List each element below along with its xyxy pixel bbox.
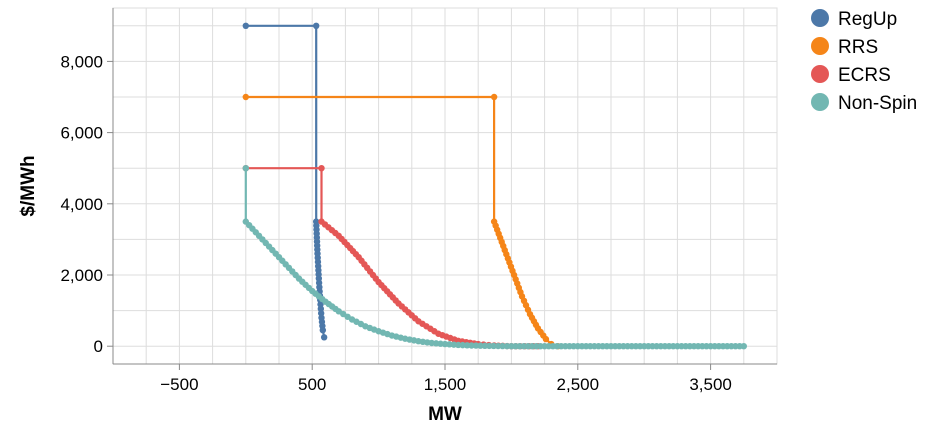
series-layer [242, 22, 747, 350]
series-non-spin [242, 165, 747, 350]
y-tick-label: 6,000 [60, 124, 103, 143]
legend-symbol [811, 9, 829, 27]
data-point [542, 335, 550, 343]
x-axis-title: MW [428, 404, 462, 425]
data-point [481, 342, 489, 350]
y-axis: 0 2,000 4,000 6,000 8,000 [60, 8, 114, 364]
data-point [242, 165, 249, 172]
legend-label: RRS [838, 37, 878, 58]
legend-label: Non-Spin [838, 93, 917, 114]
series-ecrs [242, 165, 542, 350]
y-tick-label: 8,000 [60, 52, 103, 71]
grid [113, 8, 777, 364]
x-tick-label: 500 [298, 375, 326, 394]
y-axis-title: $/MWh [18, 155, 39, 216]
series-rrs [242, 93, 562, 350]
legend-label: RegUp [838, 9, 897, 30]
legend-label: ECRS [838, 65, 891, 86]
x-axis: −500 500 1,500 2,500 3,500 [113, 363, 777, 394]
y-tick-label: 2,000 [60, 266, 103, 285]
legend-symbol [811, 93, 829, 111]
data-point [319, 326, 327, 334]
data-point [490, 93, 498, 101]
x-tick-label: 1,500 [424, 375, 467, 394]
data-point [242, 22, 249, 29]
x-tick-label: 2,500 [557, 375, 600, 394]
data-point [242, 93, 249, 101]
data-point [490, 342, 497, 350]
data-point [503, 342, 511, 350]
data-point [320, 334, 328, 341]
data-point [486, 342, 493, 350]
data-point [499, 342, 506, 350]
data-point [318, 165, 325, 172]
data-point [494, 342, 502, 350]
x-tick-label: 3,500 [689, 375, 732, 394]
legend: RegUp RRS ECRS Non-Spin [811, 9, 917, 114]
series-regup [242, 22, 328, 341]
legend-symbol [811, 65, 829, 83]
x-tick-label: −500 [160, 375, 198, 394]
data-point [312, 22, 320, 29]
legend-symbol [811, 37, 829, 55]
y-tick-label: 4,000 [60, 195, 103, 214]
data-point [740, 343, 747, 350]
y-tick-label: 0 [94, 337, 103, 356]
